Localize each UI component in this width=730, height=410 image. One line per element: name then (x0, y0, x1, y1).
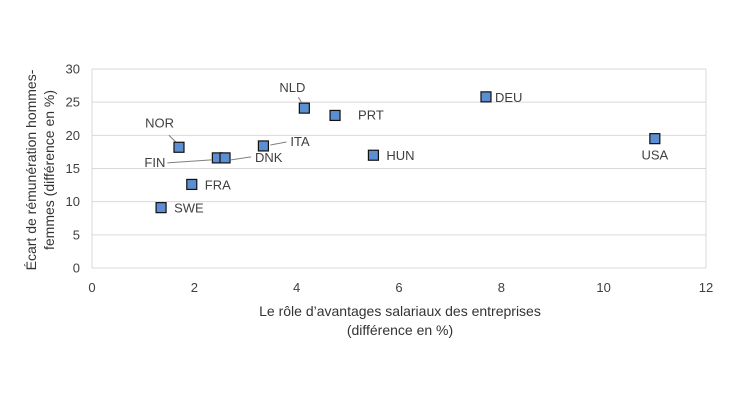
point-label-hun: HUN (386, 148, 414, 163)
leader-line-ita (270, 141, 287, 146)
point-ita (257, 140, 270, 152)
point-swe (155, 202, 167, 214)
data-points (155, 91, 661, 214)
x-tick-label: 12 (699, 280, 713, 295)
x-tick-label: 8 (498, 280, 505, 295)
leader-line-nld (297, 96, 302, 103)
point-label-fra: FRA (205, 177, 231, 192)
point-fra (186, 178, 198, 191)
point-deu (480, 91, 492, 103)
point-usa (649, 133, 661, 145)
point-label-fin: FIN (144, 155, 165, 170)
x-tick-label: 2 (191, 280, 198, 295)
leader-line-dnk (230, 156, 252, 161)
point-label-nld: NLD (279, 80, 305, 95)
x-tick-label: 6 (395, 280, 402, 295)
x-tick-label: 4 (293, 280, 300, 295)
leader-lines (167, 96, 302, 164)
x-tick-label: 0 (88, 280, 95, 295)
point-hun (367, 149, 380, 161)
y-tick-label: 25 (66, 95, 80, 110)
y-tick-label: 15 (66, 161, 80, 176)
grid-lines (91, 68, 707, 269)
point-label-dnk: DNK (255, 150, 283, 165)
x-tick-label: 10 (596, 280, 610, 295)
y-axis-title-line-2: femmes (différence en %) (41, 90, 57, 250)
point-label-swe: SWE (174, 201, 204, 216)
y-axis-title-line-1: Écart de rémunération hommes- (23, 69, 39, 270)
y-tick-label: 20 (66, 128, 80, 143)
y-axis-ticks: 0 5 10 15 20 25 30 (66, 62, 80, 276)
y-tick-label: 5 (73, 227, 80, 242)
point-nor (173, 141, 185, 153)
point-dnk (219, 152, 231, 164)
point-label-deu: DEU (495, 90, 522, 105)
point-label-ita: ITA (290, 134, 310, 149)
point-label-nor: NOR (145, 115, 174, 130)
x-axis-title-line-2: (différence en %) (347, 322, 453, 338)
x-axis-ticks: 0 2 4 6 8 10 12 (88, 280, 713, 295)
y-tick-label: 30 (66, 62, 80, 77)
y-tick-label: 10 (66, 194, 80, 209)
leader-line-fin (167, 159, 212, 164)
point-nld (298, 102, 310, 114)
y-tick-label: 0 (73, 261, 80, 276)
point-label-usa: USA (641, 148, 668, 163)
point-label-prt: PRT (358, 107, 384, 122)
x-axis-title-line-1: Le rôle d’avantages salariaux des entrep… (259, 303, 541, 319)
point-prt (329, 109, 341, 122)
